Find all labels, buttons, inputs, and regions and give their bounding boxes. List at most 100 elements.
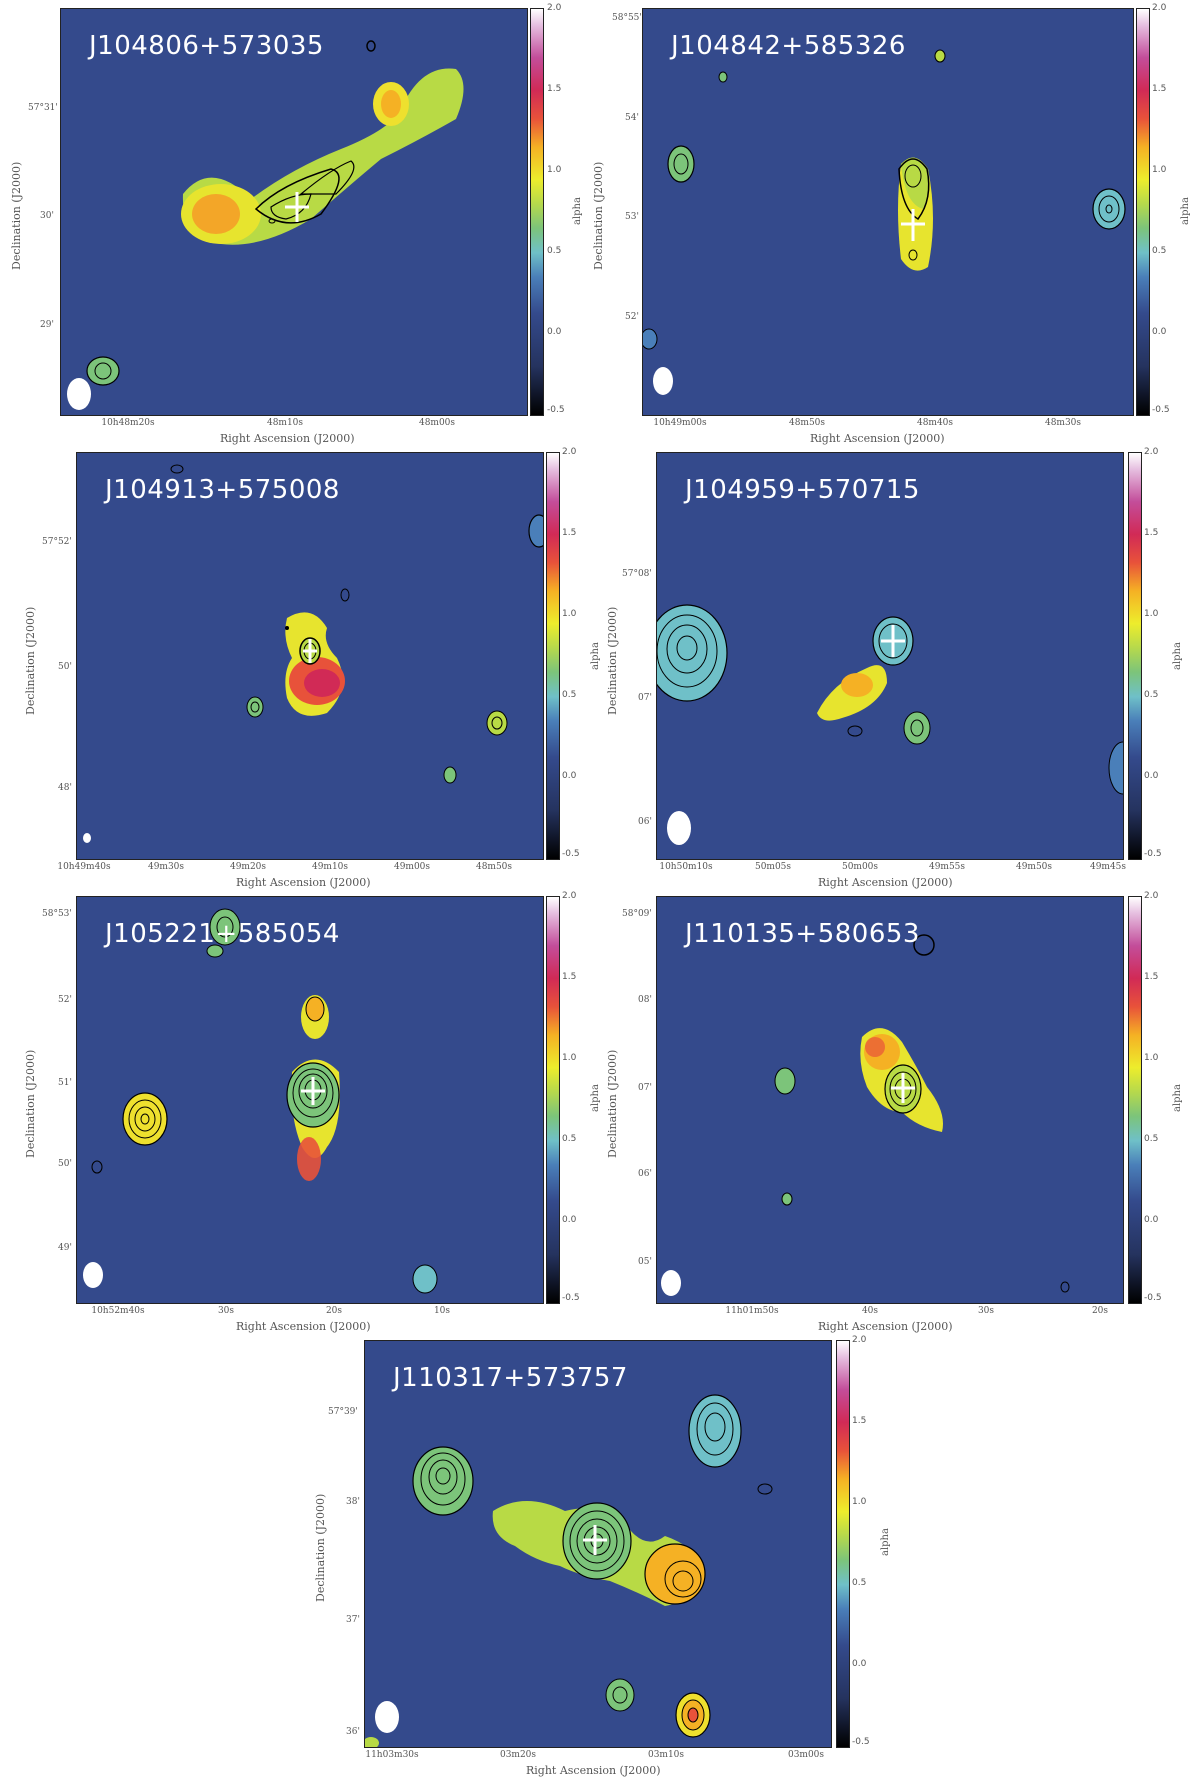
panel-2-xlabel: Right Ascension (J2000): [810, 432, 945, 445]
panel-4-xtick: 50m00s: [841, 862, 879, 872]
panel-5-colorbar: [546, 896, 560, 1304]
panel-6-ytick: 58°09': [622, 909, 652, 919]
panel-3-cbar-tick: -0.5: [562, 849, 580, 859]
panel-5-ytick: 50': [58, 1159, 72, 1169]
panel-3-ylabel: Declination (J2000): [24, 606, 37, 715]
panel-6-cbar-label: alpha: [1172, 1084, 1183, 1112]
panel-4-cbar-tick: 1.5: [1144, 528, 1159, 538]
panel-2-ytick: 58°55': [612, 13, 642, 23]
panel-4-xtick: 49m50s: [1015, 862, 1053, 872]
panel-5-cbar-tick: 0.0: [562, 1215, 577, 1225]
panel-6-cbar-tick: 1.5: [1144, 972, 1159, 982]
panel-5-xtick: 10h52m40s: [91, 1306, 145, 1316]
panel-1-title: J104806+573035: [89, 31, 324, 61]
panel-2-ylabel: Declination (J2000): [592, 161, 605, 270]
panel-2-ytick: 54': [625, 113, 639, 123]
panel-3-cbar-tick: 1.5: [562, 528, 577, 538]
panel-6-map: [661, 934, 1070, 1296]
panel-2-cbar-tick: 0.0: [1152, 327, 1167, 337]
panel-3-cbar-tick: 1.0: [562, 609, 577, 619]
panel-5-xtick: 10s: [433, 1306, 451, 1316]
panel-3-xtick: 10h49m40s: [57, 862, 111, 872]
panel-4-colorbar: [1128, 452, 1142, 860]
panel-4-xtick: 49m45s: [1089, 862, 1127, 872]
panel-7-colorbar: [836, 1340, 850, 1748]
panel-7-xtick: 11h03m30s: [365, 1750, 419, 1760]
panel-3-xlabel: Right Ascension (J2000): [236, 876, 371, 889]
panel-3-cbar-tick: 2.0: [562, 447, 577, 457]
panel-7-xtick: 03m00s: [787, 1750, 825, 1760]
panel-6-colorbar: [1128, 896, 1142, 1304]
panel-1-cbar-tick: 0.0: [547, 327, 562, 337]
panel-7-image: J110317+573757: [364, 1340, 832, 1748]
panel-4-xtick: 50m05s: [754, 862, 792, 872]
panel-5-cbar-tick: 0.5: [562, 1134, 577, 1144]
panel-7-ytick: 36': [346, 1727, 360, 1737]
panel-4-xlabel: Right Ascension (J2000): [818, 876, 953, 889]
panel-6-ytick: 07': [638, 1083, 652, 1093]
panel-5-xtick: 30s: [217, 1306, 235, 1316]
panel-6-xtick: 20s: [1091, 1306, 1109, 1316]
panel-1-ytick: 57°31': [28, 103, 58, 113]
panel-3-xtick: 49m10s: [311, 862, 349, 872]
panel-6-cbar-tick: 1.0: [1144, 1053, 1159, 1063]
panel-5-ytick: 52': [58, 995, 72, 1005]
panel-4-map: [657, 604, 1123, 845]
panel-6-ytick: 05': [638, 1257, 652, 1267]
panel-1-cbar-tick: -0.5: [547, 405, 565, 415]
panel-7-cbar-tick: -0.5: [852, 1737, 870, 1747]
panel-5-cbar-label: alpha: [590, 1084, 601, 1112]
panel-5-title: J105221+585054: [105, 919, 340, 949]
panel-6-cbar-tick: -0.5: [1144, 1293, 1162, 1303]
panel-5-xtick: 20s: [325, 1306, 343, 1316]
panel-5-image: J105221+585054: [76, 896, 544, 1304]
panel-7-cbar-label: alpha: [880, 1528, 891, 1556]
panel-6-cbar-tick: 0.5: [1144, 1134, 1159, 1144]
panel-2-cbar-tick: 2.0: [1152, 3, 1167, 13]
panel-7-ylabel: Declination (J2000): [314, 1493, 327, 1602]
panel-1-ytick: 30': [40, 211, 54, 221]
panel-5-map: [83, 908, 438, 1294]
panel-5-ytick: 58°53': [42, 909, 72, 919]
panel-2-title: J104842+585326: [671, 31, 906, 61]
panel-7-cbar-tick: 1.0: [852, 1497, 867, 1507]
panel-7-xlabel: Right Ascension (J2000): [526, 1764, 661, 1777]
panel-3-xtick: 49m30s: [147, 862, 185, 872]
panel-2-xtick: 48m50s: [788, 418, 826, 428]
panel-1-ytick: 29': [40, 320, 54, 330]
panel-3-map: [83, 464, 543, 843]
panel-5-xlabel: Right Ascension (J2000): [236, 1320, 371, 1333]
panel-2-colorbar: [1136, 8, 1150, 416]
panel-2-cbar-tick: -0.5: [1152, 405, 1170, 415]
panel-3-xtick: 48m50s: [475, 862, 513, 872]
panel-6-xtick: 30s: [977, 1306, 995, 1316]
panel-7-xtick: 03m20s: [499, 1750, 537, 1760]
panel-3-cbar-tick: 0.0: [562, 771, 577, 781]
panel-5-ytick: 49': [58, 1243, 72, 1253]
panel-2-xtick: 48m30s: [1044, 418, 1082, 428]
panel-7-map: [365, 1394, 773, 1747]
panel-1-image: J104806+573035: [60, 8, 528, 416]
panel-1-cbar-tick: 2.0: [547, 3, 562, 13]
panel-7-xtick: 03m10s: [647, 1750, 685, 1760]
panel-1-xtick: 48m00s: [418, 418, 456, 428]
panel-6-ytick: 08': [638, 995, 652, 1005]
panel-3-cbar-label: alpha: [590, 642, 601, 670]
panel-2-ytick: 53': [625, 212, 639, 222]
panel-6-xtick: 11h01m50s: [725, 1306, 779, 1316]
panel-4-ytick: 06': [638, 817, 652, 827]
panel-4-cbar-label: alpha: [1172, 642, 1183, 670]
panel-4-cbar-tick: 2.0: [1144, 447, 1159, 457]
panel-3-title: J104913+575008: [105, 475, 340, 505]
panel-6-cbar-tick: 0.0: [1144, 1215, 1159, 1225]
panel-5-ytick: 51': [58, 1078, 72, 1088]
panel-3-ytick: 57°52': [42, 537, 72, 547]
panel-3-xtick: 49m00s: [393, 862, 431, 872]
panel-6-ylabel: Declination (J2000): [606, 1049, 619, 1158]
panel-2-cbar-tick: 0.5: [1152, 246, 1167, 256]
panel-1-ylabel: Declination (J2000): [10, 161, 23, 270]
panel-1-cbar-label: alpha: [572, 197, 583, 225]
panel-2-xtick: 48m40s: [916, 418, 954, 428]
panel-4-ytick: 57°08': [622, 569, 652, 579]
panel-1-cbar-tick: 0.5: [547, 246, 562, 256]
